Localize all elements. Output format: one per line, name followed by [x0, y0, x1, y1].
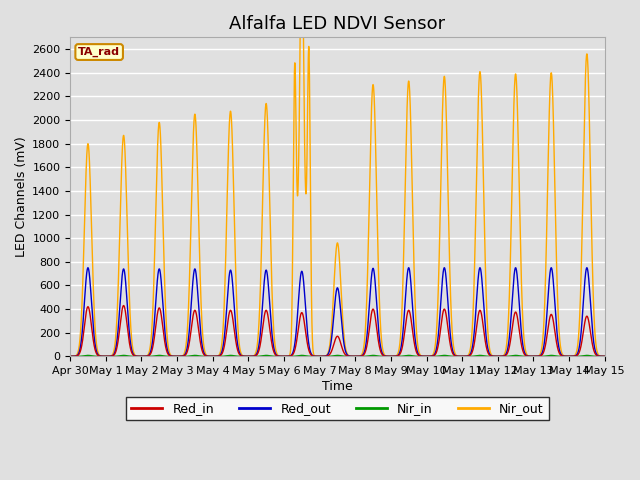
Line: Nir_out: Nir_out: [70, 0, 605, 356]
Red_in: [67, 353, 74, 359]
Red_in: [406, 310, 413, 315]
Red_in: [383, 353, 390, 359]
Red_in: [93, 351, 101, 357]
Red_out: [405, 265, 413, 271]
Nir_out: [406, 92, 413, 97]
Red_out: [260, 286, 268, 291]
Nir_in: [260, 353, 268, 359]
Red_out: [406, 269, 413, 275]
Red_in: [260, 317, 268, 323]
Red_out: [601, 353, 609, 359]
Line: Red_in: Red_in: [70, 306, 605, 356]
Nir_in: [601, 353, 609, 359]
Red_out: [67, 353, 74, 359]
Title: Alfalfa LED NDVI Sensor: Alfalfa LED NDVI Sensor: [229, 15, 445, 33]
Legend: Red_in, Red_out, Nir_in, Nir_out: Red_in, Red_out, Nir_in, Nir_out: [126, 397, 548, 420]
Red_out: [93, 350, 101, 356]
Nir_out: [491, 353, 499, 359]
Nir_out: [463, 353, 470, 359]
Nir_out: [601, 353, 609, 359]
Nir_out: [67, 353, 74, 359]
Red_out: [463, 353, 470, 359]
Nir_out: [260, 155, 268, 160]
Line: Red_out: Red_out: [70, 268, 605, 356]
Red_in: [601, 353, 609, 359]
Line: Nir_in: Nir_in: [70, 355, 605, 356]
Nir_in: [463, 353, 470, 359]
Text: TA_rad: TA_rad: [78, 47, 120, 57]
Y-axis label: LED Channels (mV): LED Channels (mV): [15, 136, 28, 257]
Nir_in: [262, 352, 270, 358]
X-axis label: Time: Time: [322, 380, 353, 393]
Nir_in: [406, 352, 413, 358]
Red_out: [383, 353, 390, 359]
Red_out: [491, 353, 499, 359]
Nir_in: [383, 353, 390, 359]
Nir_in: [491, 353, 499, 359]
Red_in: [120, 303, 127, 309]
Nir_in: [93, 353, 101, 359]
Nir_out: [93, 345, 101, 351]
Nir_out: [383, 353, 390, 359]
Nir_in: [67, 353, 74, 359]
Red_in: [491, 353, 499, 359]
Red_in: [463, 353, 470, 359]
